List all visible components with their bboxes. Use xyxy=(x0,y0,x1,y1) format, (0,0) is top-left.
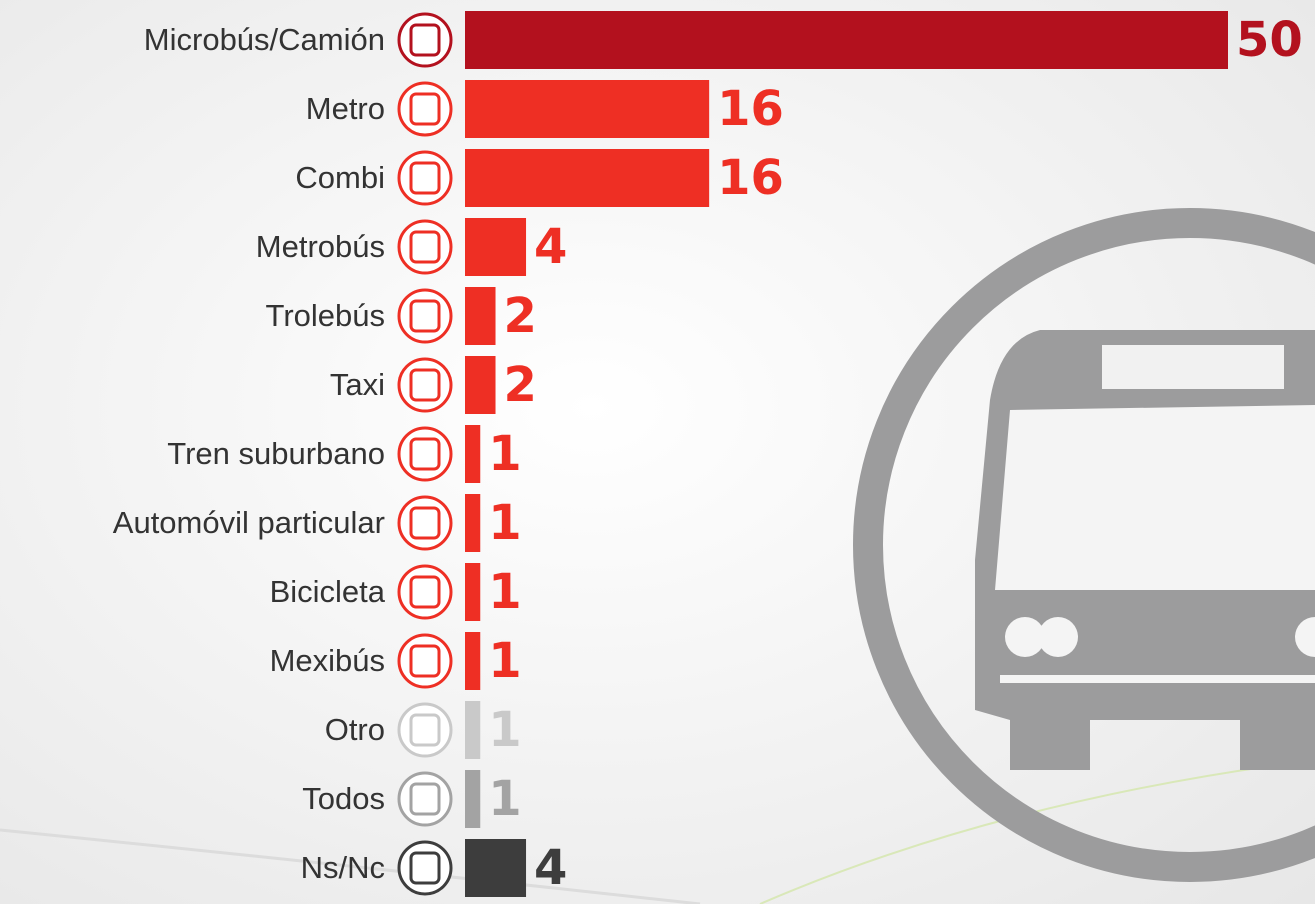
value-label: 50 xyxy=(1236,12,1303,68)
category-icon xyxy=(399,14,451,66)
category-label: Otro xyxy=(325,712,385,747)
category-label: Automóvil particular xyxy=(113,505,385,540)
bar xyxy=(465,356,496,414)
category-label: Bicicleta xyxy=(270,574,386,609)
chart: Microbús/Camión 50 Metro 16 Combi 16 Metrobús 4… xyxy=(0,0,1315,904)
value-label: 1 xyxy=(488,771,521,827)
category-icon xyxy=(399,428,451,480)
category-icon xyxy=(399,152,451,204)
value-label: 2 xyxy=(504,288,537,344)
category-label: Combi xyxy=(295,160,385,195)
category-icon xyxy=(399,497,451,549)
category-icon xyxy=(399,704,451,756)
category-icon xyxy=(399,842,451,894)
value-label: 16 xyxy=(717,150,784,206)
bar xyxy=(465,632,480,690)
bar xyxy=(465,80,709,138)
category-icon xyxy=(399,221,451,273)
category-icon xyxy=(399,359,451,411)
category-label: Taxi xyxy=(330,367,385,402)
bar xyxy=(465,425,480,483)
bar xyxy=(465,11,1228,69)
value-label: 1 xyxy=(488,495,521,551)
value-label: 1 xyxy=(488,426,521,482)
bar xyxy=(465,149,709,207)
category-label: Metro xyxy=(306,91,385,126)
value-label: 1 xyxy=(488,633,521,689)
category-label: Microbús/Camión xyxy=(144,22,385,57)
bar xyxy=(465,287,496,345)
category-label: Mexibús xyxy=(270,643,385,678)
category-icon xyxy=(399,290,451,342)
bar xyxy=(465,770,480,828)
bar xyxy=(465,701,480,759)
value-label: 4 xyxy=(534,840,567,896)
value-label: 16 xyxy=(717,81,784,137)
bar xyxy=(465,218,526,276)
bar xyxy=(465,839,526,897)
category-icon xyxy=(399,635,451,687)
value-label: 4 xyxy=(534,219,567,275)
category-label: Trolebús xyxy=(266,298,385,333)
value-label: 2 xyxy=(504,357,537,413)
category-icon xyxy=(399,83,451,135)
value-label: 1 xyxy=(488,702,521,758)
category-icon xyxy=(399,566,451,618)
category-label: Metrobús xyxy=(256,229,385,264)
category-label: Tren suburbano xyxy=(167,436,385,471)
bar xyxy=(465,494,480,552)
value-label: 1 xyxy=(488,564,521,620)
category-label: Todos xyxy=(302,781,385,816)
category-icon xyxy=(399,773,451,825)
category-label: Ns/Nc xyxy=(301,850,385,885)
bar xyxy=(465,563,480,621)
